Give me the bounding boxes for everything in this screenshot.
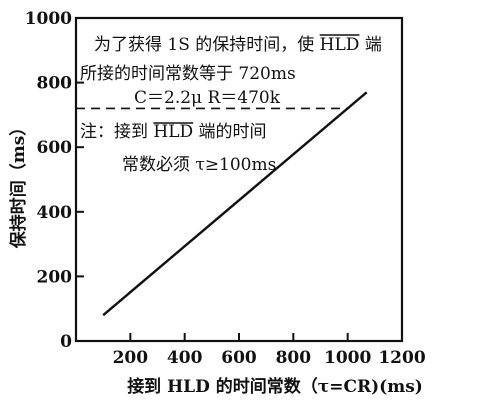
annotation-line-5: 常数必须 τ≥100ms — [122, 155, 276, 175]
y-tick-label-0: 0 — [60, 332, 72, 352]
x-tick-labels: 200 400 600 800 1000 1200 — [113, 348, 426, 368]
x-axis-title: 接到 HLD 的时间常数（τ=CR)(ms) — [127, 376, 423, 397]
y-tick-label-400: 400 — [37, 203, 73, 223]
x-tick-label-800: 800 — [276, 348, 312, 368]
x-tick-label-1200: 1200 — [378, 348, 425, 368]
annotation-line-3: C＝2.2μ R＝470k — [134, 88, 281, 108]
x-tick-label-1000: 1000 — [324, 348, 371, 368]
y-tick-label-1000: 1000 — [25, 9, 72, 29]
x-ticks — [129, 333, 349, 341]
y-tick-labels: 0 200 400 600 800 1000 — [25, 9, 72, 352]
y-tick-label-200: 200 — [37, 267, 73, 287]
y-ticks — [76, 81, 84, 278]
y-tick-label-600: 600 — [37, 138, 73, 158]
annotation-line-4: 注：接到 HLD 端的时间 — [80, 122, 267, 142]
hold-time-line — [102, 91, 368, 317]
x-tick-label-200: 200 — [113, 348, 149, 368]
y-tick-label-800: 800 — [37, 74, 73, 94]
x-tick-label-600: 600 — [221, 348, 257, 368]
annotation-line-2: 所接的时间常数等于 720ms — [80, 64, 296, 84]
plot-frame — [74, 16, 404, 343]
annotation-line-1: 为了获得 1S 的保持时间，使 HLD 端 — [94, 34, 382, 55]
y-axis-title: 保持时间（ms） — [8, 119, 29, 250]
hld-overlines — [153, 34, 360, 124]
x-tick-label-400: 400 — [167, 348, 203, 368]
